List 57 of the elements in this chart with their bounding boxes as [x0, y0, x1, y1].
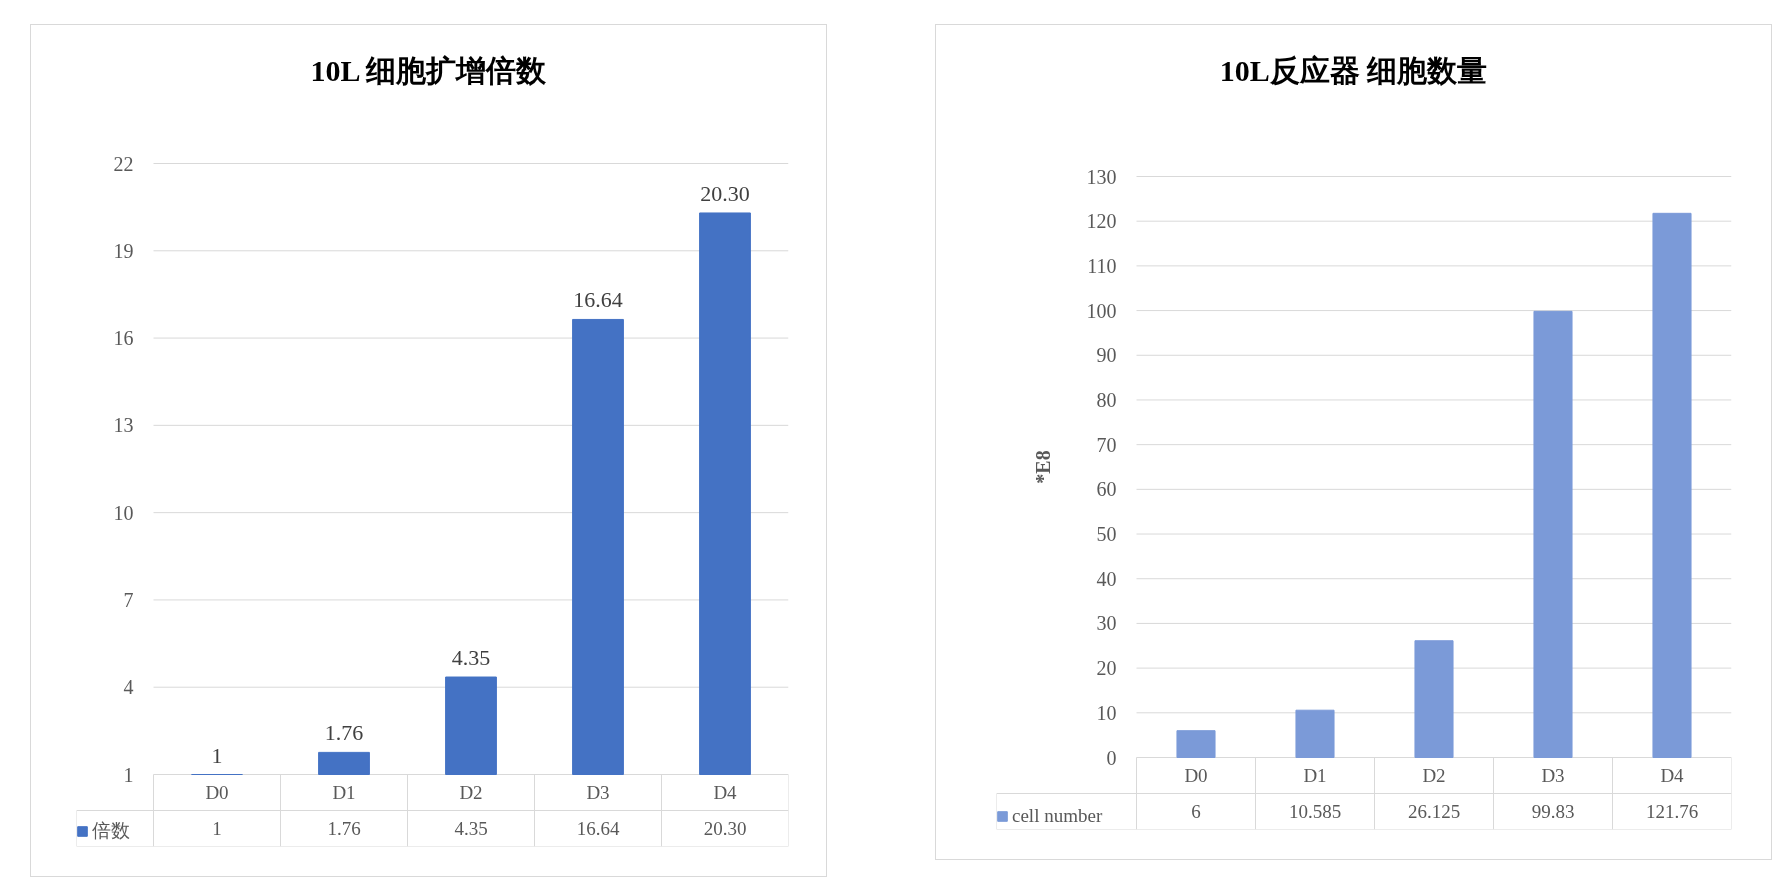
- x-tick-label: D0: [1184, 765, 1208, 786]
- chart-title: 10L 细胞扩增倍数: [310, 53, 547, 89]
- legend-label: 倍数: [92, 819, 130, 843]
- data-label: 20.30: [703, 818, 747, 839]
- x-tick-label: D0: [205, 782, 229, 803]
- text: 1: [211, 742, 223, 768]
- data-label: 1.76: [327, 818, 361, 839]
- y-tick-label: 100: [1086, 299, 1117, 322]
- y-tick-label: 50: [1096, 523, 1117, 546]
- bar: [1414, 640, 1454, 758]
- y-tick-label: 60: [1096, 478, 1117, 501]
- data-label: 10.585: [1288, 801, 1342, 822]
- text: 1.76: [324, 720, 364, 746]
- y-tick-label: 40: [1096, 567, 1117, 590]
- x-tick-label: D4: [1660, 765, 1685, 786]
- x-tick-label: D2: [459, 782, 483, 803]
- y-tick-label: 130: [1086, 165, 1117, 188]
- y-tick-label: 10: [1096, 701, 1117, 724]
- y-tick-label: 16: [113, 327, 134, 350]
- data-label: 26.125: [1407, 801, 1461, 822]
- legend-label: cell number: [1012, 805, 1103, 827]
- y-tick-label: 7: [123, 588, 134, 611]
- text: 4.35: [451, 645, 491, 671]
- y-tick-label: 1: [123, 763, 134, 786]
- x-tick-label: D4: [713, 782, 738, 803]
- y-tick-label: 80: [1096, 388, 1117, 411]
- data-label: 99.83: [1531, 801, 1575, 822]
- x-tick-label: D1: [1303, 765, 1327, 786]
- x-tick-label: D1: [332, 782, 356, 803]
- bar: [1533, 310, 1573, 758]
- data-label: 1: [212, 818, 222, 839]
- y-tick-label: 0: [1106, 746, 1117, 769]
- x-tick-label: D2: [1422, 765, 1446, 786]
- y-axis-title: *E8: [1031, 450, 1054, 484]
- x-tick-label: D3: [586, 782, 610, 803]
- y-tick-label: 4: [123, 676, 134, 699]
- bar: [1176, 730, 1216, 758]
- data-label: 121.76: [1645, 801, 1699, 822]
- text: 16.64: [573, 287, 623, 313]
- data-label: 4.35: [454, 818, 488, 839]
- y-tick-label: 90: [1096, 344, 1117, 367]
- x-tick-label: D3: [1541, 765, 1565, 786]
- text: 20.30: [700, 180, 750, 206]
- y-tick-label: 10: [113, 501, 134, 524]
- data-label: 6: [1191, 801, 1201, 822]
- y-tick-label: 110: [1087, 254, 1117, 277]
- bar: [1652, 212, 1692, 758]
- data-label: 16.64: [576, 818, 620, 839]
- y-tick-label: 30: [1096, 612, 1117, 635]
- y-tick-label: 20: [1096, 657, 1117, 680]
- y-tick-label: 19: [113, 239, 134, 262]
- y-tick-label: 120: [1086, 210, 1117, 233]
- y-tick-label: 70: [1096, 433, 1117, 456]
- chart-title: 10L反应器 细胞数量: [1219, 53, 1488, 89]
- y-tick-label: 22: [113, 152, 134, 175]
- bar: [1295, 709, 1335, 758]
- y-tick-label: 13: [113, 414, 134, 437]
